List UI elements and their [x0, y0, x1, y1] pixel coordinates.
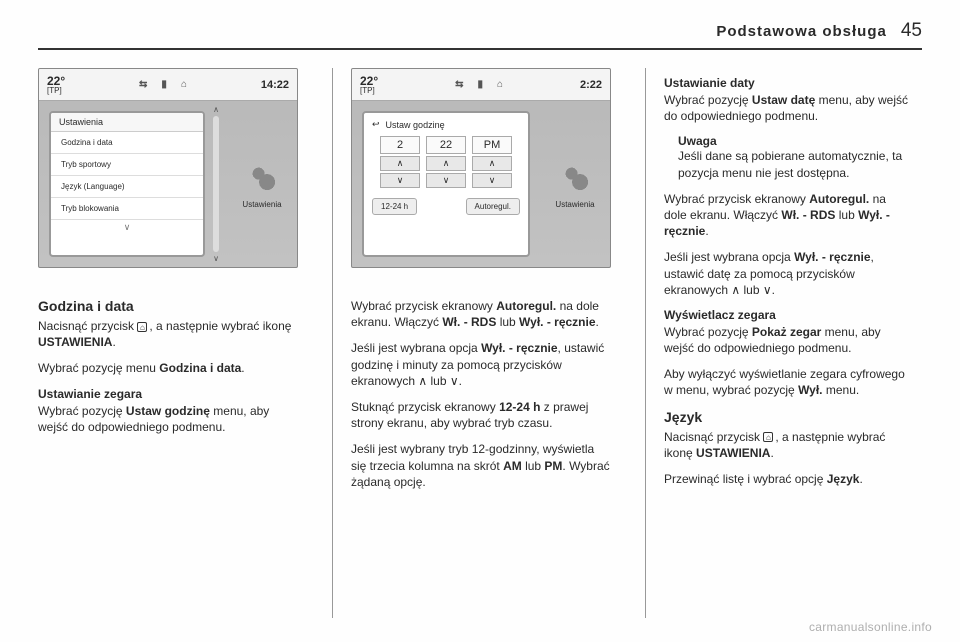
- para: Jeśli jest wybrana opcja Wył. - ręcznie,…: [664, 249, 910, 298]
- ss-scrollbar: ∧∨: [209, 101, 223, 267]
- ss-status-icons: ⇆▮⌂: [455, 79, 503, 90]
- ss-box-title: Ustaw godzinę: [386, 120, 445, 130]
- para: Jeśli jest wybrana opcja Wył. - ręcznie,…: [351, 340, 611, 389]
- ss-temp: 22°: [360, 75, 378, 87]
- ss-tp: [TP]: [360, 87, 378, 95]
- heading-godzina-i-data: Godzina i data: [38, 298, 298, 314]
- para: Wybrać pozycję menu Godzina i data.: [38, 360, 298, 376]
- ss-1224-button: 12-24 h: [372, 198, 417, 215]
- ss-hour: 2: [380, 136, 420, 154]
- ss-side-panel: Ustawienia: [540, 101, 610, 267]
- para: Wybrać przycisk ekranowy Autoregul. na d…: [664, 191, 910, 240]
- gear-icon: [558, 160, 592, 194]
- ss-topbar: 22° [TP] ⇆▮⌂ 2:22: [352, 69, 610, 101]
- subheading: Ustawianie daty: [664, 76, 910, 90]
- watermark: carmanualsonline.info: [809, 620, 932, 634]
- heading-jezyk: Język: [664, 409, 910, 425]
- gear-icon: [245, 160, 279, 194]
- para: Wybrać pozycję Ustaw godzinę menu, aby w…: [38, 403, 298, 435]
- ss-side-label: Ustawienia: [242, 200, 281, 209]
- para: Przewinąć listę i wybrać opcję Język.: [664, 471, 910, 487]
- home-icon: ⌂: [137, 322, 147, 332]
- ss-clock: 2:22: [580, 79, 602, 91]
- para: Aby wyłączyć wyświetlanie zegara cyfrowe…: [664, 366, 910, 398]
- para: Nacisnąć przycisk ⌂, a następnie wybrać …: [38, 318, 298, 350]
- ss-side-label: Ustawienia: [555, 200, 594, 209]
- ss-tp: [TP]: [47, 87, 65, 95]
- header-page-number: 45: [901, 20, 922, 42]
- para: Wybrać pozycję Ustaw datę menu, aby wejś…: [664, 92, 910, 124]
- note-title: Uwaga: [678, 134, 910, 148]
- header-title: Podstawowa obsługa: [716, 23, 887, 40]
- ss-timebox: ↩Ustaw godzinę 2∧∨ 22∧∨ PM∧∨ 12-24 h Aut…: [362, 111, 530, 257]
- ss-menu-item: Godzina i data: [51, 132, 203, 154]
- ss-menu-item: Język (Language): [51, 176, 203, 198]
- ss-topbar: 22° [TP] ⇆▮⌂ 14:22: [39, 69, 297, 101]
- subheading: Wyświetlacz zegara: [664, 308, 910, 322]
- ss-clock: 14:22: [261, 79, 289, 91]
- para: Wybrać przycisk ekranowy Autoregul. na d…: [351, 298, 611, 330]
- page-header: Podstawowa obsługa 45: [38, 20, 922, 50]
- ss-menu-title: Ustawienia: [51, 113, 203, 132]
- ss-autoreg-button: Autoregul.: [466, 198, 520, 215]
- ss-minute: 22: [426, 136, 466, 154]
- note-block: Uwaga Jeśli dane są pobierane automatycz…: [678, 134, 910, 180]
- ss-menu-item: Tryb blokowania: [51, 198, 203, 220]
- ss-side-panel: Ustawienia: [227, 101, 297, 267]
- back-arrow-icon: ↩: [372, 119, 380, 130]
- note-body: Jeśli dane są pobierane automatycznie, t…: [678, 148, 910, 180]
- para: Stuknąć przycisk ekranowy 12-24 h z praw…: [351, 399, 611, 431]
- column-3: Ustawianie daty Wybrać pozycję Ustaw dat…: [645, 68, 922, 618]
- columns: 22° [TP] ⇆▮⌂ 14:22 Ustawienia Godzina i …: [38, 68, 922, 618]
- manual-page: Podstawowa obsługa 45 22° [TP] ⇆▮⌂ 14:22…: [0, 0, 960, 642]
- column-1: 22° [TP] ⇆▮⌂ 14:22 Ustawienia Godzina i …: [38, 68, 310, 618]
- subheading: Ustawianie zegara: [38, 387, 298, 401]
- ss-status-icons: ⇆▮⌂: [139, 79, 187, 90]
- screenshot-time-set: 22° [TP] ⇆▮⌂ 2:22 ↩Ustaw godzinę 2∧∨ 22∧…: [351, 68, 611, 268]
- ss-temp: 22°: [47, 75, 65, 87]
- para: Jeśli jest wybrany tryb 12-godzinny, wyś…: [351, 441, 611, 490]
- column-2: 22° [TP] ⇆▮⌂ 2:22 ↩Ustaw godzinę 2∧∨ 22∧…: [332, 68, 623, 618]
- ss-menu-frame: Ustawienia Godzina i data Tryb sportowy …: [49, 111, 205, 257]
- home-icon: ⌂: [763, 432, 773, 442]
- ss-ampm: PM: [472, 136, 512, 154]
- para: Wybrać pozycję Pokaż zegar menu, aby wej…: [664, 324, 910, 356]
- para: Nacisnąć przycisk ⌂, a następnie wybrać …: [664, 429, 910, 461]
- ss-menu-item: Tryb sportowy: [51, 154, 203, 176]
- screenshot-settings-menu: 22° [TP] ⇆▮⌂ 14:22 Ustawienia Godzina i …: [38, 68, 298, 268]
